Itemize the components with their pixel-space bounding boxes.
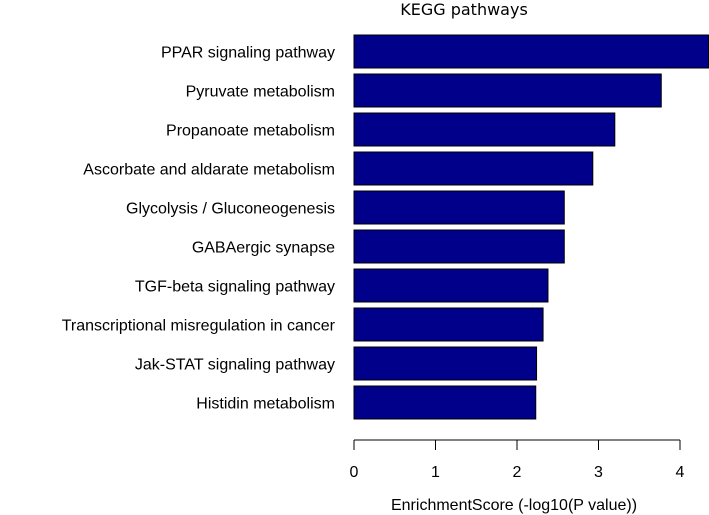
category-label-6: TGF-beta signaling pathway [135, 279, 335, 296]
bar-2 [353, 112, 616, 147]
bars-group [353, 34, 709, 420]
x-tick-label-1: 1 [431, 464, 440, 481]
bar-8 [353, 346, 538, 381]
x-tick-label-4: 4 [676, 464, 685, 481]
category-label-4: Glycolysis / Gluconeogenesis [126, 201, 335, 218]
bar-0 [353, 34, 709, 69]
x-tick-label-0: 0 [350, 464, 359, 481]
x-tick-label-3: 3 [594, 464, 603, 481]
bar-3 [353, 151, 594, 186]
category-label-1: Pyruvate metabolism [186, 84, 335, 101]
category-label-9: Histidin metabolism [196, 396, 335, 413]
bar-6 [353, 268, 549, 303]
bar-5 [353, 229, 565, 264]
category-label-8: Jak-STAT signaling pathway [135, 357, 335, 374]
category-label-3: Ascorbate and aldarate metabolism [83, 162, 335, 179]
category-label-7: Transcriptional misregulation in cancer [62, 318, 336, 335]
category-label-2: Propanoate metabolism [166, 123, 335, 140]
bar-9 [353, 385, 537, 420]
category-label-0: PPAR signaling pathway [161, 45, 335, 62]
bar-4 [353, 190, 565, 225]
chart-title: KEGG pathways [400, 0, 528, 19]
category-labels: PPAR signaling pathway Pyruvate metabolis… [62, 45, 336, 413]
bar-1 [353, 73, 662, 108]
category-label-5: GABAergic synapse [192, 240, 335, 257]
bar-7 [353, 307, 544, 342]
x-axis-title: EnrichmentScore (-log10(P value)) [391, 497, 637, 514]
x-tick-label-2: 2 [513, 464, 522, 481]
x-axis: 0 1 2 3 4 [350, 439, 685, 481]
